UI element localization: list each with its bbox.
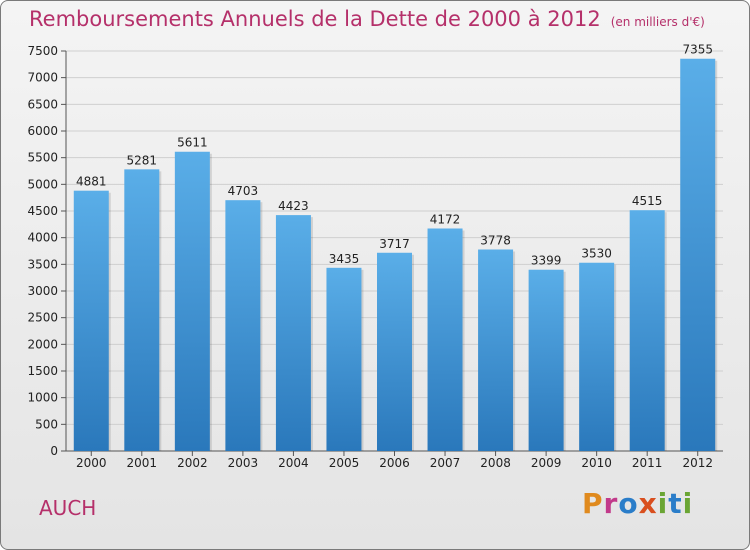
- axes: 0 500 1000 1500 2000 2500 3000 3500 4000 4500 5000…: [27, 44, 723, 470]
- x-tick-label: 2006: [379, 456, 410, 470]
- bar-2008: [478, 249, 514, 451]
- x-tick-label: 2002: [177, 456, 208, 470]
- x-tick-label: 2007: [430, 456, 461, 470]
- y-tick-label: 3000: [27, 284, 58, 298]
- bar-value-label: 3778: [480, 234, 511, 248]
- chart-title: Remboursements Annuels de la Dette de 20…: [29, 7, 705, 31]
- x-tick-label: 2004: [278, 456, 309, 470]
- bar-2011: [629, 210, 665, 451]
- x-tick-label: 2003: [228, 456, 259, 470]
- bar-2009: [528, 269, 564, 451]
- bar-2001: [124, 169, 160, 451]
- y-tick-label: 3500: [27, 257, 58, 271]
- bar-2000: [73, 190, 109, 451]
- x-tick-label: 2000: [76, 456, 107, 470]
- x-tick-label: 2009: [531, 456, 562, 470]
- bar-2007: [427, 228, 463, 451]
- y-tick-label: 4500: [27, 204, 58, 218]
- brand-letter: r: [603, 487, 619, 520]
- chart-unit: (en milliers d'€): [610, 15, 705, 29]
- bar-value-label: 4881: [76, 175, 107, 189]
- bar-value-label: 3530: [581, 247, 612, 261]
- bar-value-label: 7355: [682, 43, 713, 57]
- x-tick-label: 2010: [581, 456, 612, 470]
- bar-2012: [680, 58, 716, 451]
- city-name: AUCH: [39, 496, 97, 520]
- bar-value-label: 5611: [177, 136, 208, 150]
- y-tick-label: 7500: [27, 44, 58, 58]
- brand-letter: o: [618, 487, 639, 520]
- brand-letter: t: [668, 487, 683, 520]
- bar-value-label: 4703: [228, 184, 259, 198]
- labels: 4881 5281 5611 4703 4423 3435 3717 4172 3778 3399…: [76, 43, 713, 268]
- bar-2002: [174, 151, 210, 451]
- brand-letter: P: [582, 487, 604, 520]
- y-tick-label: 2000: [27, 337, 58, 351]
- bar-value-label: 3435: [329, 252, 360, 266]
- bar-value-label: 4172: [430, 212, 461, 226]
- bar-value-label: 5281: [127, 153, 158, 167]
- x-tick-label: 2001: [127, 456, 158, 470]
- x-tick-label: 2008: [480, 456, 511, 470]
- y-tick-label: 500: [35, 417, 58, 431]
- brand-letter: x: [638, 487, 658, 520]
- y-tick-label: 7000: [27, 71, 58, 85]
- bar-2006: [377, 252, 412, 451]
- bar-2005: [326, 267, 362, 451]
- bar-value-label: 4423: [278, 199, 309, 213]
- brand-letter: i: [657, 487, 669, 520]
- brand-letter: i: [682, 487, 694, 520]
- x-tick-label: 2011: [632, 456, 663, 470]
- x-tick-label: 2012: [682, 456, 713, 470]
- y-tick-label: 5000: [27, 177, 58, 191]
- y-tick-label: 1500: [27, 364, 58, 378]
- x-tick-label: 2005: [329, 456, 360, 470]
- bars: [73, 58, 718, 451]
- bar-2010: [579, 262, 615, 451]
- y-tick-label: 5500: [27, 151, 58, 165]
- brand-logo: Proxiti: [582, 487, 693, 520]
- y-tick-label: 1000: [27, 391, 58, 405]
- bar-value-label: 3717: [379, 237, 410, 251]
- y-tick-label: 2500: [27, 311, 58, 325]
- bar-value-label: 4515: [632, 194, 663, 208]
- bar-2004: [275, 215, 311, 451]
- chart-title-text: Remboursements Annuels de la Dette de 20…: [29, 7, 601, 31]
- y-tick-label: 0: [50, 444, 58, 458]
- y-tick-label: 6500: [27, 97, 58, 111]
- bar-2003: [225, 200, 261, 451]
- y-tick-label: 6000: [27, 124, 58, 138]
- bar-value-label: 3399: [531, 254, 562, 268]
- y-tick-label: 4000: [27, 231, 58, 245]
